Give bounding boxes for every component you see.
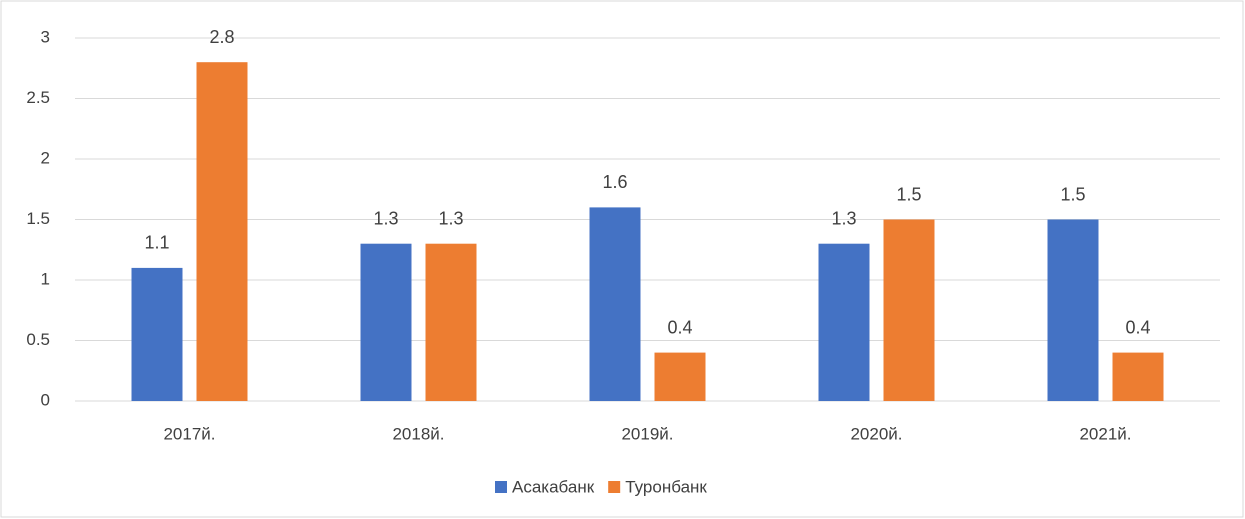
data-label: 1.1 [144,233,169,253]
bar [589,207,641,401]
x-tick-label: 2019й. [621,424,673,443]
bar [360,243,412,401]
bar [1047,219,1099,401]
bar [654,352,706,401]
x-tick-label: 2020й. [850,424,902,443]
x-tick-label: 2017й. [163,424,215,443]
data-label: 1.5 [1060,184,1085,204]
data-label: 1.3 [438,208,463,228]
legend-swatch [608,481,621,493]
bar [818,243,870,401]
data-label: 0.4 [1125,317,1150,337]
x-tick-label: 2021й. [1079,424,1131,443]
legend-swatch [495,481,507,493]
data-label: 1.3 [831,208,856,228]
y-tick-label: 1.5 [26,209,50,228]
data-label: 1.5 [896,184,921,204]
data-label: 1.3 [373,208,398,228]
bar [196,62,248,401]
y-tick-label: 2 [41,148,50,167]
bar [883,219,935,401]
legend-label: Туронбанк [625,477,707,496]
bar [425,243,477,401]
bar [131,267,183,401]
bar [1112,352,1164,401]
data-label: 1.6 [602,172,627,192]
data-label: 2.8 [209,27,234,47]
x-tick-label: 2018й. [392,424,444,443]
legend-label: Асакабанк [512,477,595,496]
y-tick-label: 3 [41,27,50,46]
y-tick-label: 2.5 [26,88,50,107]
y-tick-label: 0 [41,390,50,409]
data-label: 0.4 [667,317,692,337]
y-tick-label: 0.5 [26,330,50,349]
y-tick-label: 1 [41,269,50,288]
